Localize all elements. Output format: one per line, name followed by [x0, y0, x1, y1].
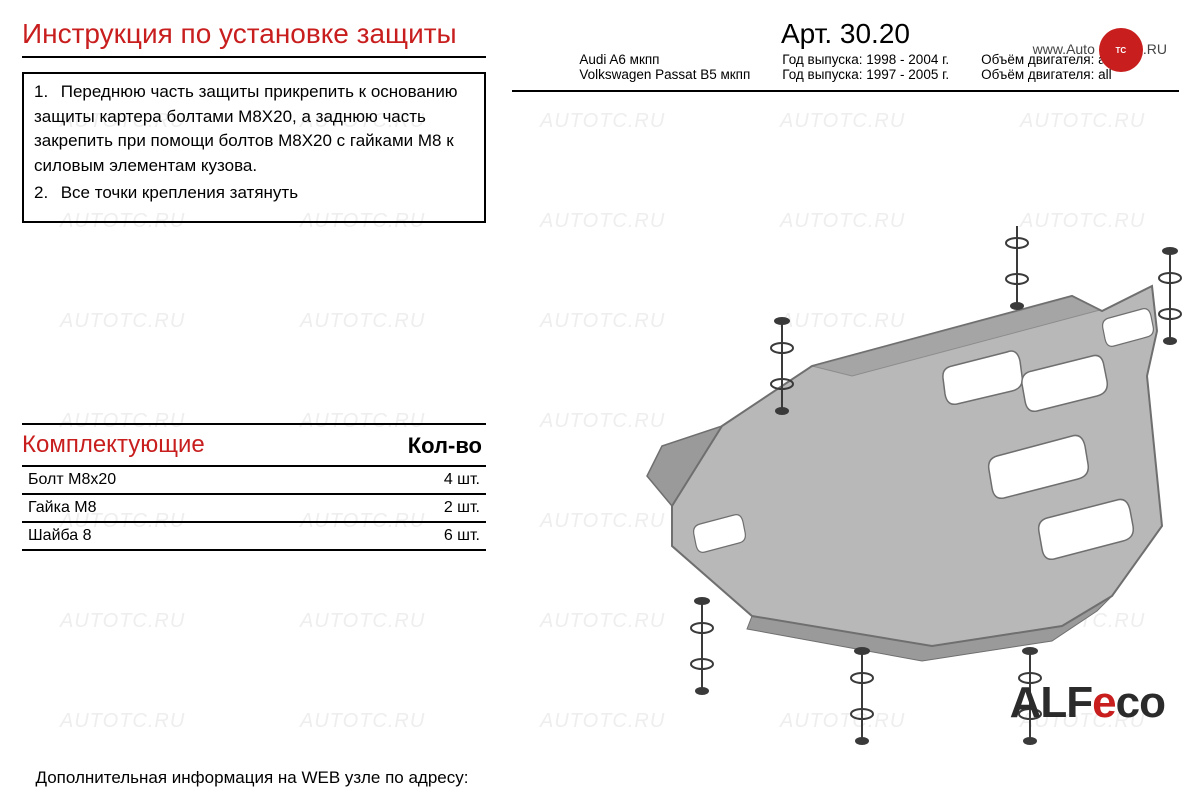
components-heading: Комплектующие — [22, 431, 205, 459]
component-name: Болт М8х20 — [22, 467, 335, 494]
product-illustration-area — [512, 96, 1179, 696]
site-badge: www.AutoТС.RU — [1033, 28, 1167, 72]
components-header: Комплектующие Кол-во — [22, 423, 486, 467]
model-2: Volkswagen Passat B5 мкпп — [579, 67, 750, 82]
left-column: Инструкция по установке защиты 1. Передн… — [22, 18, 502, 754]
qty-heading: Кол-во — [408, 433, 482, 459]
url-mid: Auto — [1066, 41, 1095, 57]
model-1: Audi A6 мкпп — [579, 52, 750, 67]
page: Инструкция по установке защиты 1. Передн… — [0, 0, 1201, 794]
table-row: Болт М8х204 шт. — [22, 467, 486, 494]
instruction-item: 2. Все точки крепления затянуть — [34, 181, 474, 206]
table-row: Шайба 86 шт. — [22, 522, 486, 550]
instructions-box: 1. Переднюю часть защиты прикрепить к ос… — [22, 72, 486, 223]
url-prefix: www. — [1033, 41, 1066, 57]
info-col-years: Год выпуска: 1998 - 2004 г. Год выпуска:… — [782, 52, 949, 82]
years-1: Год выпуска: 1998 - 2004 г. — [782, 52, 949, 67]
url-suffix: .RU — [1143, 41, 1167, 57]
logo-part-1: ALF — [1010, 678, 1093, 727]
component-name: Гайка М8 — [22, 494, 335, 522]
component-name: Шайба 8 — [22, 522, 335, 550]
component-qty: 6 шт. — [335, 522, 486, 550]
footer-note: Дополнительная информация на WEB узле по… — [22, 768, 482, 788]
brand-logo: ALFeco — [1010, 678, 1165, 728]
page-title: Инструкция по установке защиты — [22, 18, 486, 58]
skid-plate-illustration — [552, 226, 1201, 746]
right-column: www.AutoТС.RU Арт. 30.20 Audi A6 мкпп Vo… — [502, 18, 1179, 754]
badge-circle-icon: ТС — [1099, 28, 1143, 72]
table-row: Гайка М82 шт. — [22, 494, 486, 522]
logo-part-3: co — [1116, 678, 1165, 727]
years-2: Год выпуска: 1997 - 2005 г. — [782, 67, 949, 82]
instructions-list: 1. Переднюю часть защиты прикрепить к ос… — [34, 80, 474, 205]
instruction-item: 1. Переднюю часть защиты прикрепить к ос… — [34, 80, 474, 179]
components-table: Болт М8х204 шт.Гайка М82 шт.Шайба 86 шт. — [22, 467, 486, 551]
component-qty: 4 шт. — [335, 467, 486, 494]
logo-part-2: e — [1092, 678, 1115, 727]
site-url: www.AutoТС.RU — [1033, 41, 1167, 57]
component-qty: 2 шт. — [335, 494, 486, 522]
info-col-models: Audi A6 мкпп Volkswagen Passat B5 мкпп — [579, 52, 750, 82]
